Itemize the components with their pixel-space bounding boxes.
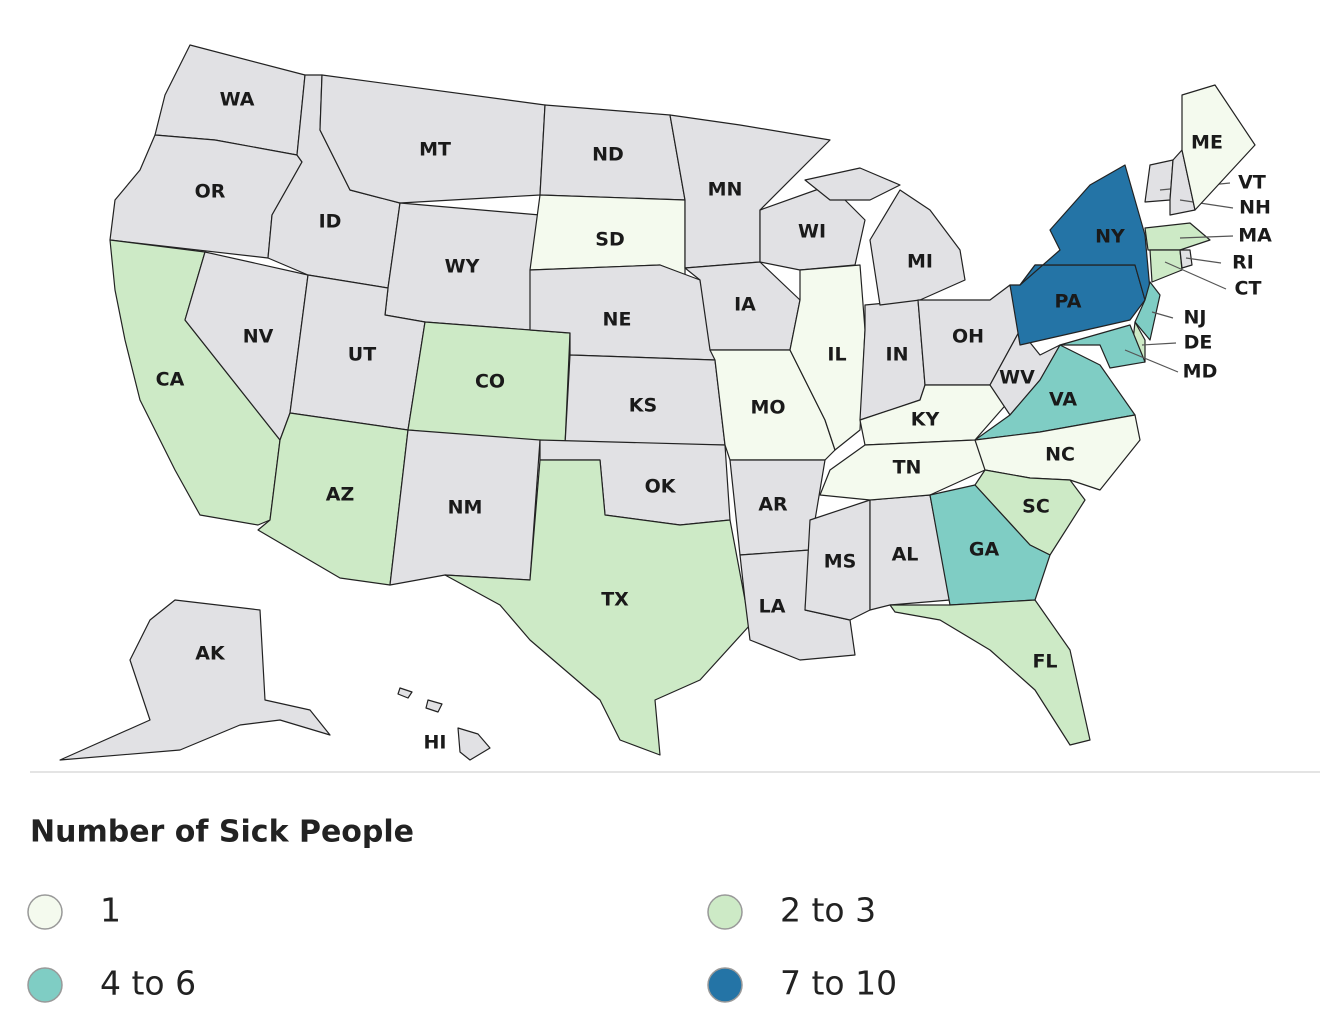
- leader-line: [1164, 261, 1227, 290]
- state-label: GA: [969, 539, 1000, 561]
- state-label: ND: [592, 144, 624, 166]
- state: [1019, 164, 1151, 301]
- legend-swatch: [27, 967, 63, 1003]
- state: [1149, 249, 1183, 283]
- state-label: SC: [1022, 496, 1050, 518]
- legend-label: 2 to 3: [780, 891, 876, 930]
- state-label: AR: [758, 494, 788, 516]
- state-label: MI: [907, 251, 933, 273]
- state-label: MS: [824, 551, 857, 573]
- state: [444, 459, 751, 756]
- state-label: NJ: [1184, 307, 1207, 329]
- state: [1179, 249, 1193, 269]
- state: [889, 599, 1091, 746]
- legend-swatch: [27, 894, 63, 930]
- state-label: LA: [759, 596, 786, 618]
- state-label: WA: [220, 89, 255, 111]
- state-label: NM: [448, 497, 483, 519]
- state-label: MN: [708, 179, 743, 201]
- state-label: NC: [1045, 444, 1075, 466]
- state-label: MT: [419, 139, 451, 161]
- state-label: AZ: [326, 484, 354, 506]
- state-label: WY: [445, 256, 480, 278]
- state: [59, 599, 331, 761]
- state-label: OH: [952, 326, 984, 348]
- state: [804, 167, 966, 306]
- state-label: UT: [348, 344, 376, 366]
- state: [804, 499, 871, 621]
- state-label: IL: [827, 344, 846, 366]
- state-label: OK: [645, 476, 677, 498]
- state-label: RI: [1232, 252, 1254, 274]
- state: [1059, 324, 1146, 369]
- leader-line: [1151, 311, 1174, 319]
- legend-swatch: [707, 967, 743, 1003]
- state-label: DE: [1184, 332, 1213, 354]
- state-label: NH: [1239, 197, 1271, 219]
- leader-line: [1179, 199, 1234, 209]
- state-label: MD: [1183, 361, 1218, 383]
- state-label: IA: [734, 294, 756, 316]
- state: [1134, 281, 1161, 341]
- state-label: IN: [886, 344, 909, 366]
- state-label: ME: [1191, 132, 1223, 154]
- state-label: NY: [1095, 226, 1125, 248]
- state-label: AL: [892, 544, 919, 566]
- state-label: PA: [1055, 291, 1082, 313]
- state-label: MO: [750, 397, 785, 419]
- state-label: CT: [1235, 278, 1262, 300]
- state-label: WI: [798, 221, 826, 243]
- state-label: NV: [243, 326, 274, 348]
- state-label: HI: [424, 732, 447, 754]
- state-label: VT: [1238, 172, 1266, 194]
- state-label: TN: [893, 457, 922, 479]
- state-label: SD: [595, 229, 624, 251]
- state: [397, 687, 491, 761]
- legend-label: 7 to 10: [780, 964, 897, 1003]
- state: [1144, 159, 1174, 203]
- legend-label: 1: [100, 891, 121, 930]
- state-label: CO: [475, 371, 505, 393]
- state-label: TX: [601, 589, 629, 611]
- legend-title: Number of Sick People: [30, 815, 414, 850]
- state-label: FL: [1032, 651, 1057, 673]
- leader-line: [1185, 257, 1222, 264]
- leader-line: [1141, 342, 1177, 346]
- legend-label: 4 to 6: [100, 964, 196, 1003]
- state-label: OR: [195, 181, 226, 203]
- state: [1169, 149, 1196, 216]
- state-label: WV: [999, 367, 1035, 389]
- state: [789, 264, 866, 451]
- leader-line: [1124, 349, 1179, 373]
- state-label: VA: [1049, 389, 1077, 411]
- state: [1144, 222, 1211, 251]
- state-label: MA: [1238, 225, 1272, 247]
- state-label: NE: [603, 309, 632, 331]
- leader-line: [1179, 235, 1234, 239]
- state-label: KY: [911, 409, 940, 431]
- state: [1181, 84, 1256, 211]
- state-label: ID: [319, 211, 342, 233]
- state-label: CA: [156, 369, 185, 391]
- state-label: KS: [629, 395, 657, 417]
- legend-swatch: [707, 894, 743, 930]
- state-label: AK: [195, 643, 226, 665]
